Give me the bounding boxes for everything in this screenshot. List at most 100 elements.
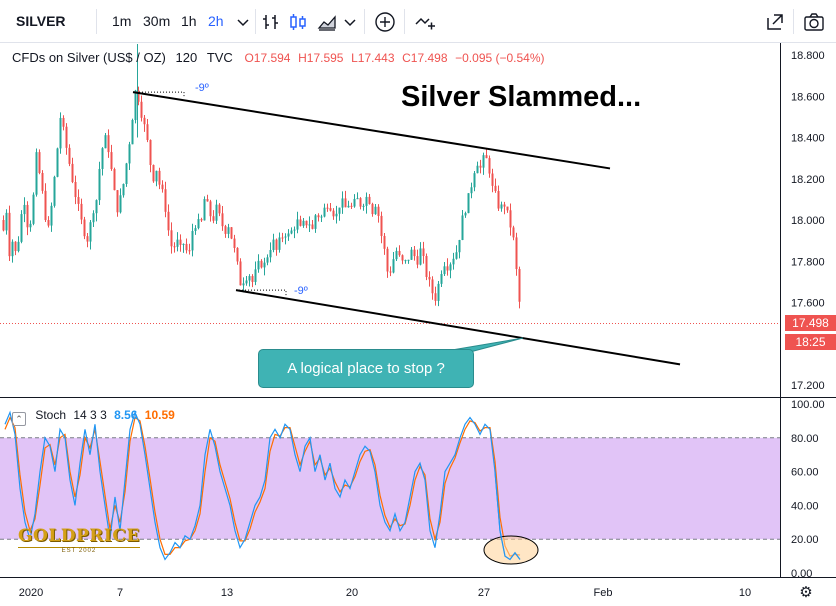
candle-body xyxy=(29,223,32,228)
candle-body xyxy=(119,195,122,213)
chevron-down-icon[interactable] xyxy=(339,11,361,33)
last-price-badge: 17.498 xyxy=(785,315,836,331)
stoch-tick-label: 20.00 xyxy=(791,534,819,546)
time-tick-label: 13 xyxy=(221,587,233,599)
candle-body xyxy=(236,247,239,262)
snapshot-icon[interactable] xyxy=(764,11,786,33)
toolbar-divider xyxy=(96,9,97,34)
candle-body xyxy=(338,207,341,214)
candle-body xyxy=(215,204,218,221)
candle-body xyxy=(227,227,230,234)
stoch-tick-label: 0.00 xyxy=(791,568,812,580)
interval-30m[interactable]: 30m xyxy=(143,13,171,29)
candle-body xyxy=(89,222,92,242)
compare-icon[interactable] xyxy=(414,11,436,33)
candle-body xyxy=(104,135,107,149)
candle-body xyxy=(182,243,185,245)
candle-body xyxy=(185,243,188,251)
candle-body xyxy=(362,205,365,207)
stoch-k-line-tail xyxy=(494,471,521,561)
channel-upper-line xyxy=(132,91,611,170)
candle-body xyxy=(125,163,128,184)
candle-body xyxy=(272,239,275,250)
chart-canvas[interactable]: 18.800 18.600 18.400 18.200 18.000 17.800 17.6… xyxy=(0,43,836,606)
candle-body xyxy=(80,203,83,220)
candle-body xyxy=(335,213,338,217)
interval-2h[interactable]: 2h xyxy=(208,13,224,29)
candle-body xyxy=(317,215,320,218)
angle-label-upper: -9º xyxy=(195,82,209,94)
time-tick-label: 7 xyxy=(117,587,123,599)
candle-body xyxy=(404,260,407,262)
legend-change: −0.095 (−0.54%) xyxy=(455,51,545,65)
candle-body xyxy=(458,240,461,253)
candle-body xyxy=(209,201,212,217)
candle-body xyxy=(389,271,392,273)
candle-body xyxy=(383,235,386,249)
candle-body xyxy=(509,210,512,228)
candle-body xyxy=(350,205,353,207)
candle-body xyxy=(254,269,257,282)
candle-body xyxy=(395,250,398,260)
candle-body xyxy=(302,220,305,226)
add-indicator-icon[interactable] xyxy=(374,11,396,33)
settings-gear-icon[interactable]: ⚙ xyxy=(799,583,812,601)
candle-body xyxy=(485,155,488,159)
candle-body xyxy=(230,227,233,239)
candle-body xyxy=(419,248,422,265)
candle-body xyxy=(278,237,281,250)
legend-low: L17.443 xyxy=(351,51,395,65)
candle-body xyxy=(464,213,467,216)
candle-body xyxy=(497,191,500,209)
area-chart-icon[interactable] xyxy=(316,11,338,33)
candle-body xyxy=(143,117,146,125)
candle-body xyxy=(113,169,116,191)
candle-body xyxy=(446,266,449,271)
candle-body xyxy=(488,158,491,174)
candle-body xyxy=(311,224,314,229)
candle-body xyxy=(491,173,494,186)
candle-body xyxy=(53,176,56,206)
candle-body xyxy=(197,219,200,229)
collapse-pane-icon[interactable]: ⌃ xyxy=(12,412,26,426)
price-tick-label: 18.200 xyxy=(791,174,825,186)
candle-body xyxy=(290,230,293,234)
chevron-down-icon[interactable] xyxy=(232,11,254,33)
candle-body xyxy=(26,204,29,228)
candle-body xyxy=(17,241,20,252)
symbol-search[interactable]: SILVER xyxy=(16,13,66,29)
stoch-title: Stoch xyxy=(35,408,67,422)
camera-icon[interactable] xyxy=(803,11,825,33)
candle-body xyxy=(8,212,11,257)
candle-body xyxy=(281,237,284,239)
legend-source: TVC xyxy=(206,50,233,65)
time-tick-label: 20 xyxy=(346,587,358,599)
interval-1m[interactable]: 1m xyxy=(112,13,132,29)
toolbar-divider xyxy=(364,9,365,34)
candle-body xyxy=(116,190,119,213)
candle-body xyxy=(356,198,359,200)
candle-body xyxy=(23,204,26,215)
candle-body xyxy=(50,205,53,226)
candle-body xyxy=(269,249,272,258)
candles-style-icon[interactable] xyxy=(287,11,309,33)
candle-body xyxy=(245,280,248,284)
time-tick-label: 10 xyxy=(739,587,751,599)
channel-lower-line xyxy=(235,289,681,366)
candle-body xyxy=(440,274,443,284)
candle-body xyxy=(221,213,224,227)
candle-body xyxy=(155,170,158,182)
candle-body xyxy=(224,226,227,234)
bars-style-icon[interactable] xyxy=(260,11,282,33)
angle-label-lower: -9º xyxy=(294,285,308,297)
candle-body xyxy=(134,90,137,120)
candle-body xyxy=(443,266,446,275)
candle-body xyxy=(128,144,131,164)
candle-body xyxy=(500,204,503,209)
candle-body xyxy=(512,227,515,238)
candle-body xyxy=(179,239,182,245)
stoch-k-line xyxy=(4,410,521,561)
interval-1h[interactable]: 1h xyxy=(181,13,197,29)
price-tick-label: 18.800 xyxy=(791,50,825,62)
candle-body xyxy=(392,259,395,273)
